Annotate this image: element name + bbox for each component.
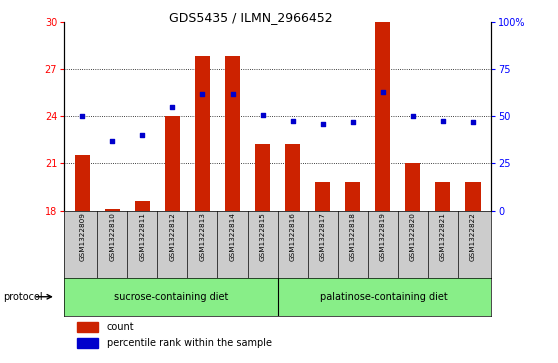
Bar [75,155,90,211]
Text: GSM1322815: GSM1322815 [259,213,266,261]
Text: GSM1322809: GSM1322809 [79,213,85,261]
Point [408,113,417,119]
Text: GSM1322822: GSM1322822 [470,213,476,261]
Bar [225,56,240,211]
Bar [105,209,120,211]
Text: sucrose-containing diet: sucrose-containing diet [114,292,228,302]
Bar [315,182,330,211]
Point [348,119,357,125]
Text: GDS5435 / ILMN_2966452: GDS5435 / ILMN_2966452 [169,11,333,24]
Bar [435,182,450,211]
Point [288,118,297,124]
Bar [77,322,98,332]
Point [318,121,327,127]
Bar [195,56,210,211]
Bar [405,163,420,211]
Text: GSM1322812: GSM1322812 [170,213,175,261]
Text: GSM1322811: GSM1322811 [140,213,145,261]
Text: GSM1322814: GSM1322814 [229,213,235,261]
Bar [285,144,300,211]
Bar [376,22,391,211]
Text: GSM1322813: GSM1322813 [199,213,205,261]
Point [258,112,267,118]
Bar [77,338,98,348]
Bar [135,201,150,211]
Text: GSM1322820: GSM1322820 [410,213,416,261]
Text: GSM1322816: GSM1322816 [290,213,296,261]
Text: palatinose-containing diet: palatinose-containing diet [320,292,448,302]
Point [78,113,86,119]
Bar [255,144,270,211]
Point [138,132,147,138]
Point [198,91,207,97]
Bar [465,182,480,211]
Text: GSM1322810: GSM1322810 [109,213,116,261]
Point [108,138,117,144]
Text: count: count [107,322,134,332]
Point [439,118,448,124]
Point [228,91,237,97]
Text: percentile rank within the sample: percentile rank within the sample [107,338,272,348]
Point [469,119,478,125]
Bar [345,182,360,211]
Bar [165,116,180,211]
Text: GSM1322817: GSM1322817 [320,213,326,261]
Point [168,104,177,110]
Point [378,89,387,94]
Text: GSM1322821: GSM1322821 [440,213,446,261]
Text: GSM1322818: GSM1322818 [350,213,356,261]
Text: GSM1322819: GSM1322819 [380,213,386,261]
Text: protocol: protocol [3,292,42,302]
